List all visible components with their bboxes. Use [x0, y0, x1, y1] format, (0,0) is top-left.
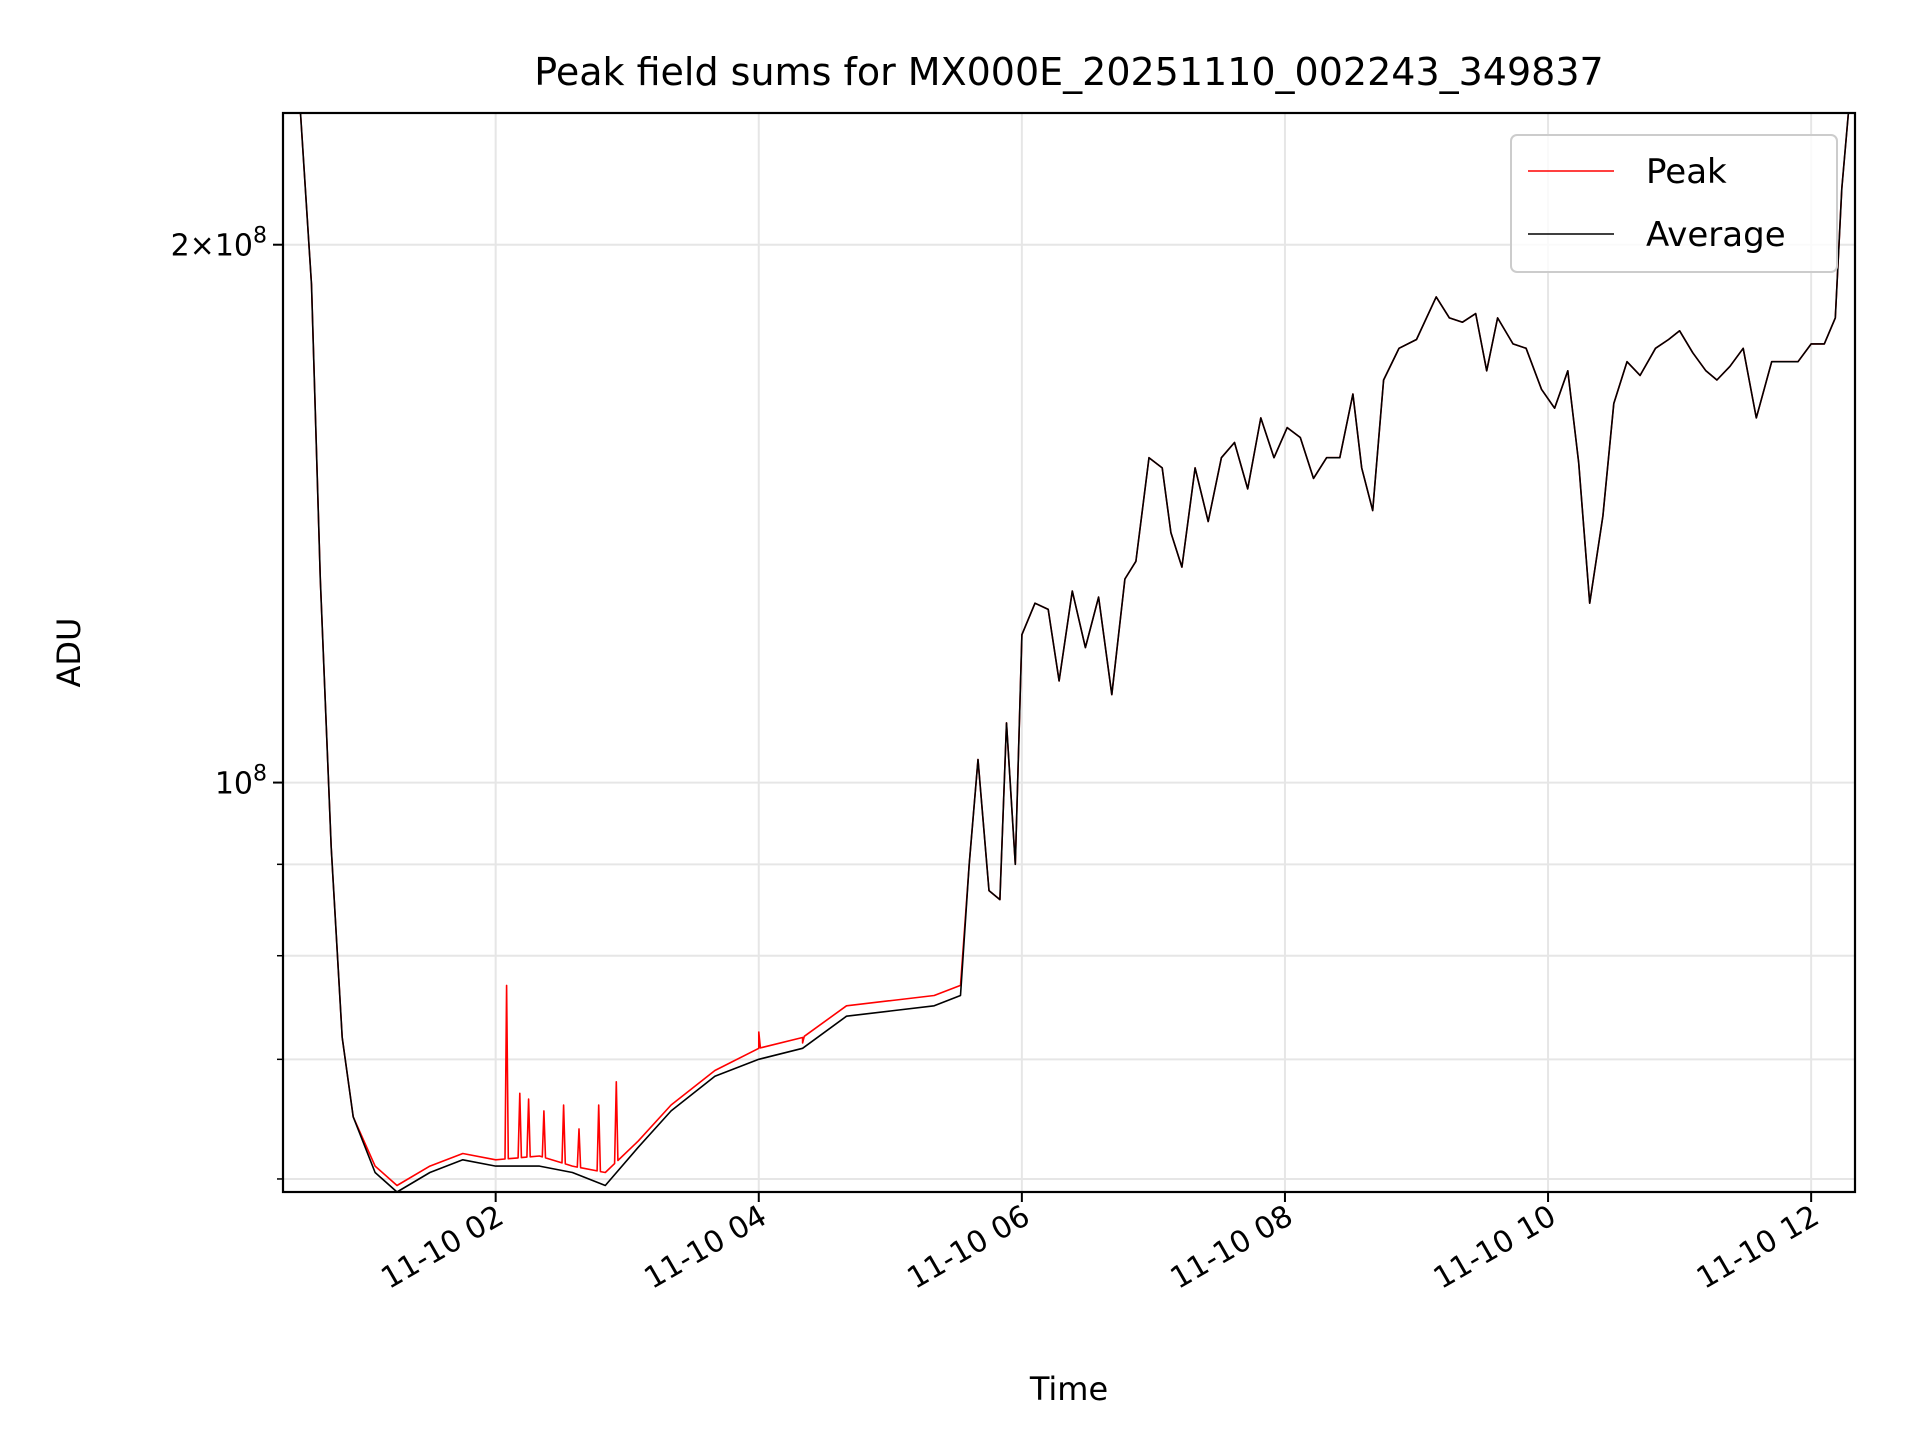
- legend-box: [1510, 134, 1838, 273]
- legend: Peak Average: [1510, 134, 1838, 273]
- series-lines: [283, 112, 1855, 1193]
- y-tick-label: 108: [215, 762, 267, 802]
- plot-area-frame: [281, 111, 1857, 1194]
- series-line-average: [283, 112, 1855, 1193]
- y-axis-label: ADU: [50, 618, 88, 688]
- legend-label-peak: Peak: [1646, 152, 1727, 192]
- y-tick-label: 2×108: [171, 224, 267, 264]
- legend-label-average: Average: [1646, 215, 1786, 255]
- x-axis-label: Time: [1029, 1370, 1108, 1408]
- chart-title: Peak field sums for MX000E_20251110_0022…: [534, 50, 1603, 94]
